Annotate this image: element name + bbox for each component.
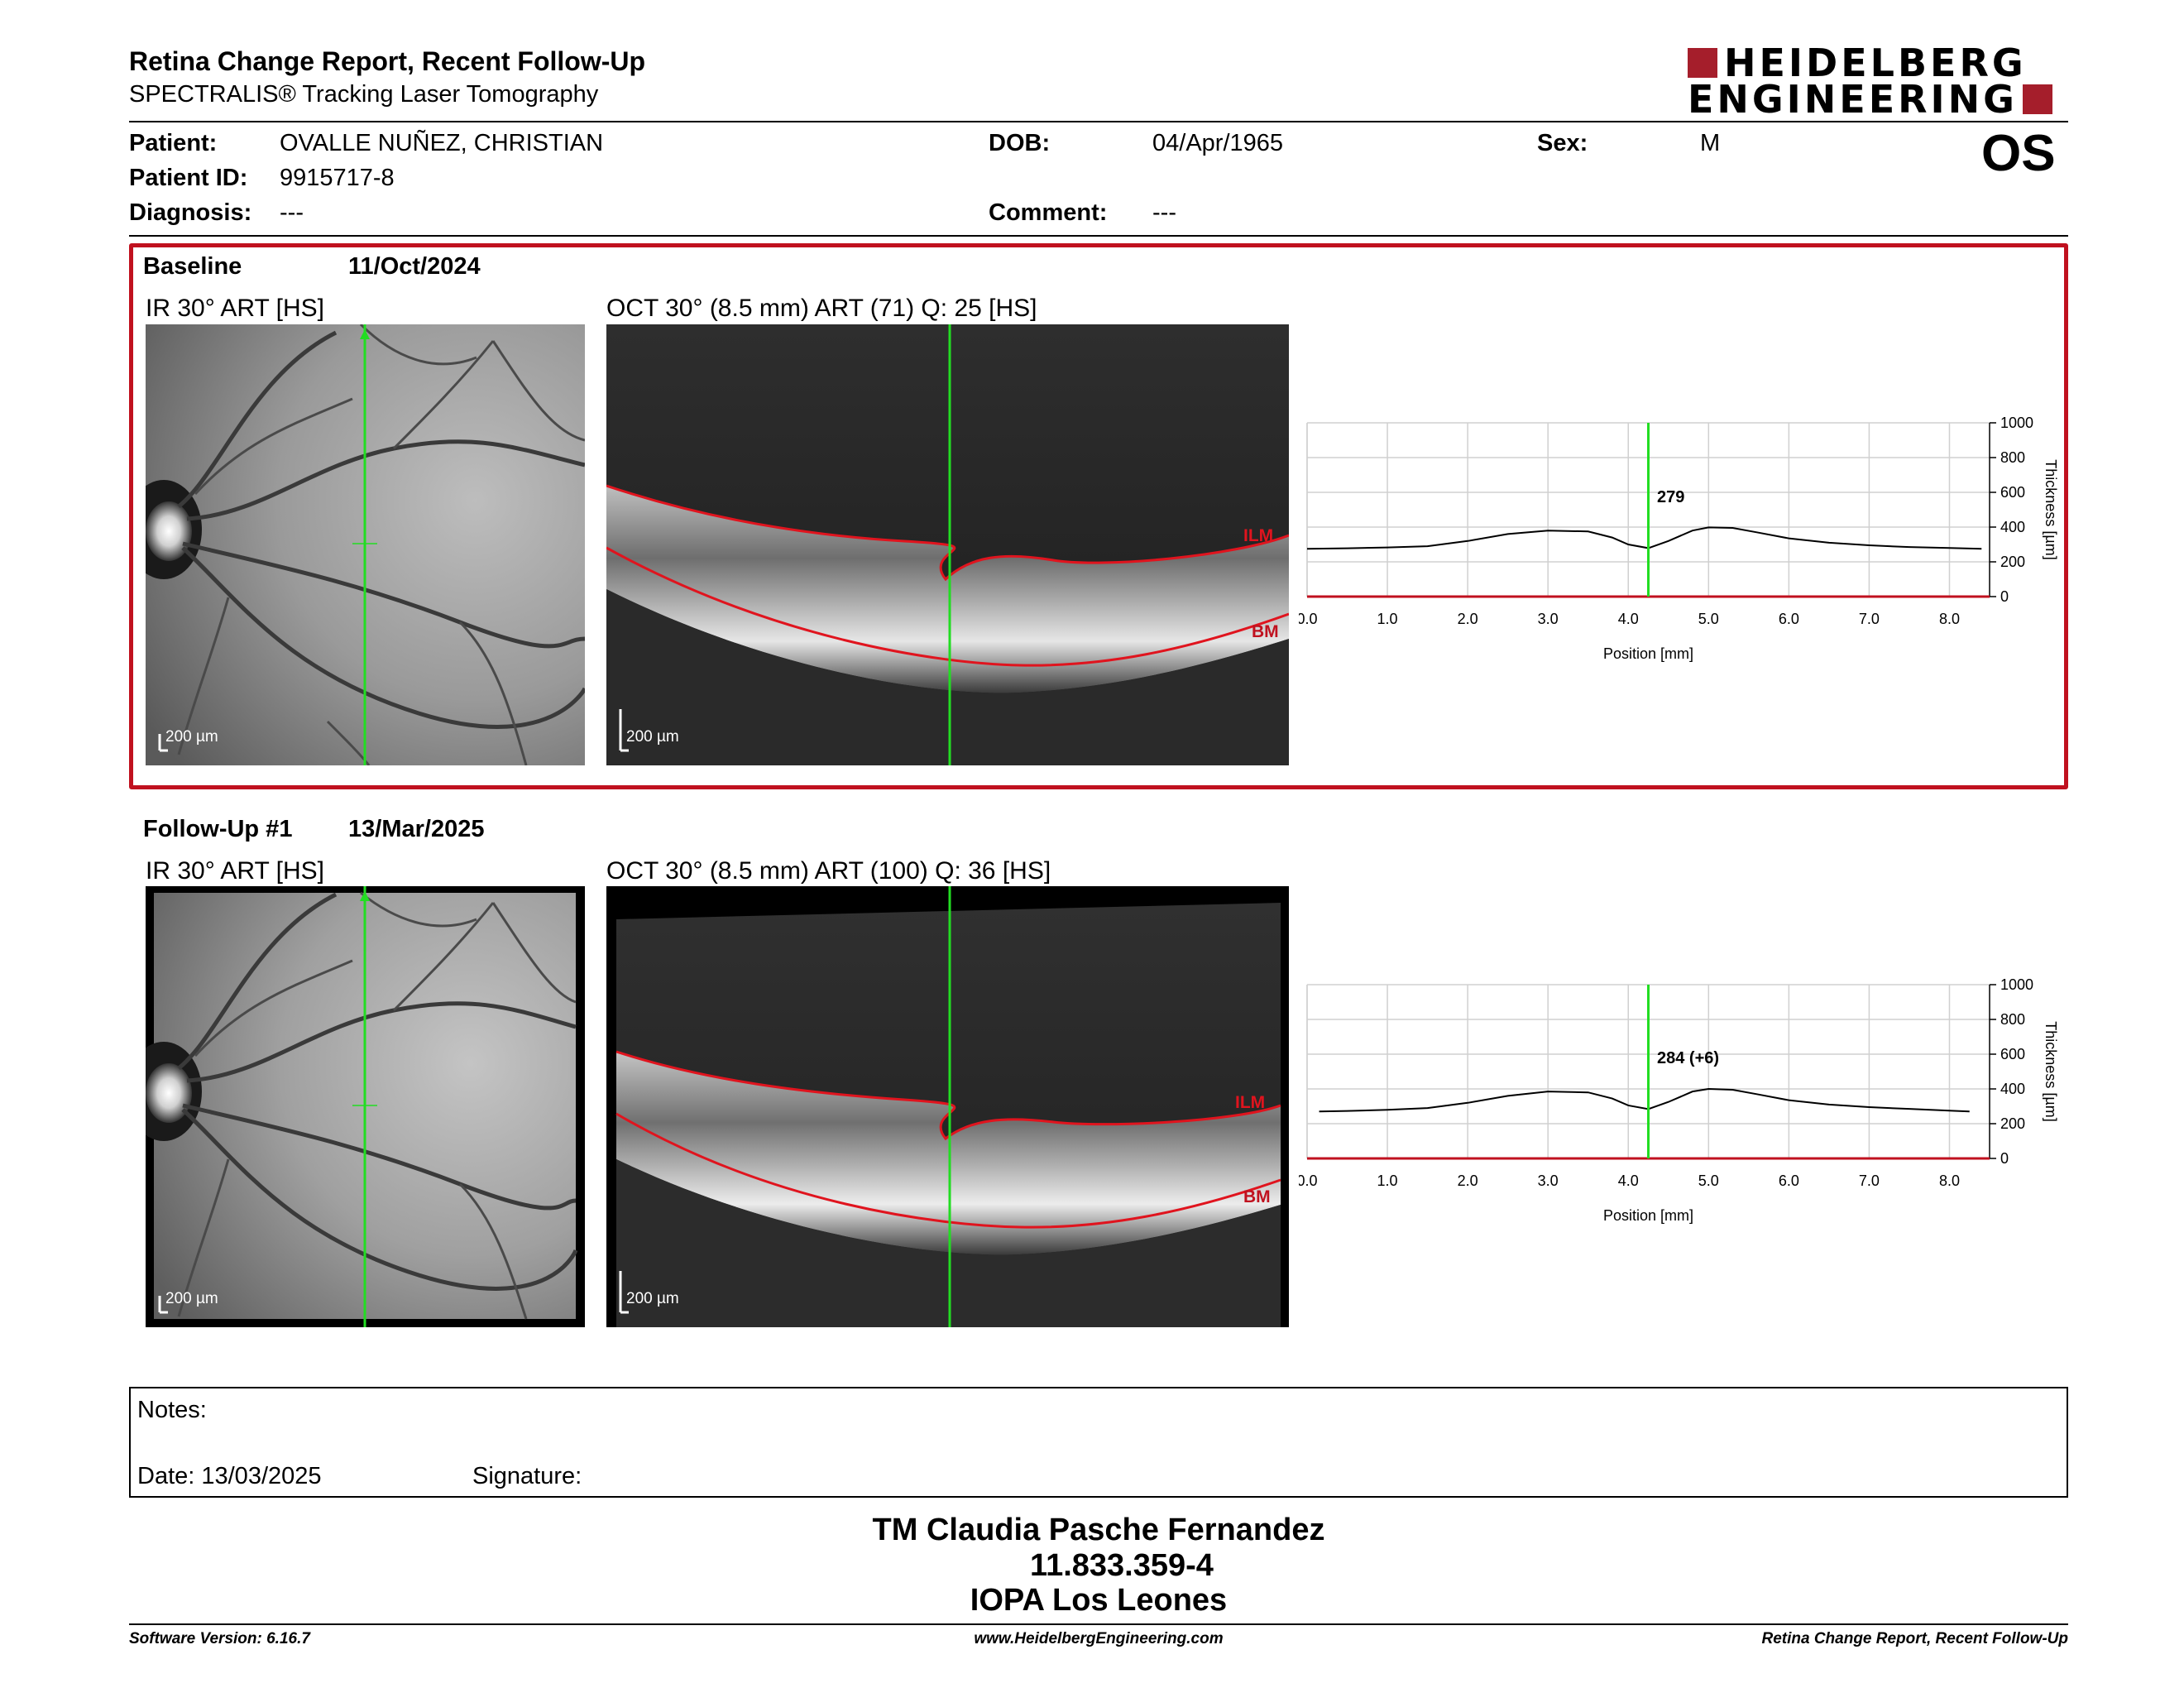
x-tick-label: 8.0 bbox=[1939, 611, 1960, 627]
thickness-line bbox=[1307, 527, 1981, 549]
y-tick-label: 600 bbox=[2000, 484, 2025, 501]
followup-ir-scale: 200 µm bbox=[165, 1290, 218, 1308]
followup-thickness-chart: 0.0 1.0 2.0 3.0 4.0 5.0 6.0 7.0 8.0 0 200 400 600 800… bbox=[1299, 972, 2085, 1237]
followup-oct-scale: 200 µm bbox=[626, 1290, 679, 1308]
y-tick-label: 800 bbox=[2000, 1011, 2025, 1028]
y-tick-label: 0 bbox=[2000, 588, 2009, 605]
y-tick-label: 1000 bbox=[2000, 976, 2033, 993]
x-tick-label: 8.0 bbox=[1939, 1172, 1960, 1189]
x-tick-label: 3.0 bbox=[1538, 611, 1559, 627]
y-axis-title: Thickness [µm] bbox=[2043, 1021, 2059, 1121]
logo-text-2: ENGINEERING bbox=[1688, 84, 2018, 114]
eye-indicator: OS bbox=[1981, 124, 2056, 183]
stamp-institution: IOPA Los Leones bbox=[0, 1583, 2184, 1618]
diagnosis-value: --- bbox=[280, 199, 304, 227]
x-tick-label: 7.0 bbox=[1859, 1172, 1880, 1189]
comment-label: Comment: bbox=[989, 199, 1107, 227]
notes-box: Notes: Date: 13/03/2025 Signature: bbox=[129, 1387, 2068, 1498]
diagnosis-label: Diagnosis: bbox=[129, 199, 251, 227]
notes-label: Notes: bbox=[137, 1397, 207, 1424]
baseline-oct-title: OCT 30° (8.5 mm) ART (71) Q: 25 [HS] bbox=[606, 295, 1037, 323]
logo-text-1: HEIDELBERG bbox=[1724, 48, 2027, 78]
logo-line1: HEIDELBERG bbox=[1688, 48, 2027, 78]
patient-name: OVALLE NUÑEZ, CHRISTIAN bbox=[280, 130, 603, 157]
followup-marker-label: 284 (+6) bbox=[1657, 1049, 1719, 1068]
y-tick-label: 1000 bbox=[2000, 415, 2033, 431]
baseline-oct-image: ILM BM 200 µm bbox=[606, 324, 1289, 765]
x-tick-label: 0.0 bbox=[1299, 611, 1318, 627]
baseline-bm-label: BM bbox=[1252, 622, 1279, 642]
footer-report-name: Retina Change Report, Recent Follow-Up bbox=[1655, 1630, 2068, 1648]
baseline-label: Baseline bbox=[143, 253, 242, 281]
footer-divider bbox=[129, 1623, 2068, 1625]
baseline-ir-scale: 200 µm bbox=[165, 728, 218, 746]
y-tick-label: 0 bbox=[2000, 1150, 2009, 1167]
stamp-name: TM Claudia Pasche Fernandez bbox=[0, 1513, 2184, 1548]
followup-ir-image: 200 µm bbox=[146, 886, 585, 1327]
y-axis-title: Thickness [µm] bbox=[2043, 459, 2059, 559]
followup-oct-image: ILM BM 200 µm bbox=[606, 886, 1289, 1327]
x-tick-label: 2.0 bbox=[1458, 611, 1478, 627]
dob-label: DOB: bbox=[989, 130, 1050, 157]
logo-line2: ENGINEERING bbox=[1688, 84, 2052, 114]
sex-label: Sex: bbox=[1537, 130, 1588, 157]
baseline-date: 11/Oct/2024 bbox=[348, 253, 481, 281]
followup-bm-label: BM bbox=[1243, 1187, 1271, 1207]
baseline-marker-label: 279 bbox=[1657, 488, 1684, 507]
patient-id: 9915717-8 bbox=[280, 165, 395, 192]
signature-label: Signature: bbox=[472, 1463, 582, 1490]
followup-ilm-label: ILM bbox=[1235, 1093, 1265, 1113]
y-tick-label: 600 bbox=[2000, 1046, 2025, 1062]
x-axis-title: Position [mm] bbox=[1603, 1207, 1693, 1224]
baseline-ir-image: 200 µm bbox=[146, 324, 585, 765]
baseline-ir-title: IR 30° ART [HS] bbox=[146, 295, 324, 323]
thickness-line bbox=[1320, 1089, 1970, 1111]
dob-value: 04/Apr/1965 bbox=[1152, 130, 1283, 157]
x-axis-title: Position [mm] bbox=[1603, 645, 1693, 662]
x-tick-label: 1.0 bbox=[1377, 611, 1398, 627]
x-tick-label: 7.0 bbox=[1859, 611, 1880, 627]
patient-divider bbox=[129, 235, 2068, 237]
x-tick-label: 3.0 bbox=[1538, 1172, 1559, 1189]
baseline-thickness-chart: 0.0 1.0 2.0 3.0 4.0 5.0 6.0 7.0 8.0 0 200 400 600 800… bbox=[1299, 410, 2085, 675]
logo-square-icon bbox=[2023, 84, 2052, 114]
comment-value: --- bbox=[1152, 199, 1176, 227]
x-tick-label: 2.0 bbox=[1458, 1172, 1478, 1189]
header-divider bbox=[129, 121, 2068, 122]
x-tick-label: 0.0 bbox=[1299, 1172, 1318, 1189]
x-tick-label: 5.0 bbox=[1698, 611, 1719, 627]
report-title: Retina Change Report, Recent Follow-Up bbox=[129, 46, 645, 77]
followup-date: 13/Mar/2025 bbox=[348, 816, 484, 843]
x-tick-label: 4.0 bbox=[1618, 611, 1639, 627]
sex-value: M bbox=[1700, 130, 1720, 157]
x-tick-label: 4.0 bbox=[1618, 1172, 1639, 1189]
followup-oct-title: OCT 30° (8.5 mm) ART (100) Q: 36 [HS] bbox=[606, 857, 1051, 885]
x-tick-label: 5.0 bbox=[1698, 1172, 1719, 1189]
y-tick-label: 200 bbox=[2000, 1115, 2025, 1132]
report-subtitle: SPECTRALIS® Tracking Laser Tomography bbox=[129, 81, 598, 108]
y-tick-label: 800 bbox=[2000, 449, 2025, 466]
followup-ir-title: IR 30° ART [HS] bbox=[146, 857, 324, 885]
y-tick-label: 400 bbox=[2000, 519, 2025, 535]
x-tick-label: 6.0 bbox=[1779, 611, 1799, 627]
baseline-ilm-label: ILM bbox=[1243, 526, 1273, 546]
stamp-id: 11.833.359-4 bbox=[0, 1548, 2184, 1584]
y-tick-label: 400 bbox=[2000, 1081, 2025, 1097]
patient-label: Patient: bbox=[129, 130, 217, 157]
baseline-oct-scale: 200 µm bbox=[626, 728, 679, 746]
followup-label: Follow-Up #1 bbox=[143, 816, 292, 843]
patient-id-label: Patient ID: bbox=[129, 165, 247, 192]
notes-date: Date: 13/03/2025 bbox=[137, 1463, 322, 1490]
x-tick-label: 6.0 bbox=[1779, 1172, 1799, 1189]
x-tick-label: 1.0 bbox=[1377, 1172, 1398, 1189]
y-tick-label: 200 bbox=[2000, 554, 2025, 570]
logo-square-icon bbox=[1688, 48, 1717, 78]
